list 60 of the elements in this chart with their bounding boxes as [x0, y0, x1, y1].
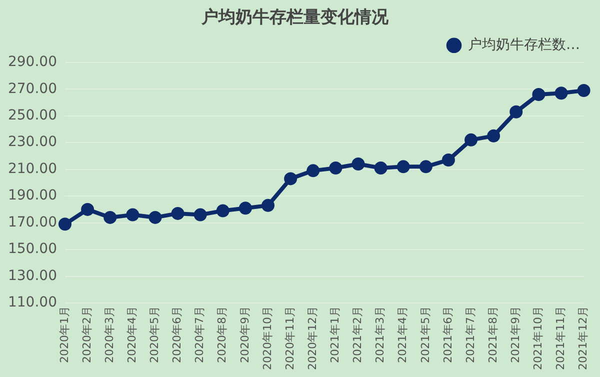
y-tick-label: 150.00 [8, 241, 57, 258]
y-tick-label: 290.00 [8, 54, 57, 70]
y-tick-label: 190.00 [8, 188, 57, 204]
x-tick-label: 2020年3月 [102, 306, 116, 364]
point [284, 172, 298, 186]
x-tick-label: 2020年2月 [80, 306, 94, 364]
point [238, 202, 252, 215]
y-tick-label: 210.00 [8, 160, 57, 177]
point [442, 153, 455, 166]
point [329, 162, 342, 174]
y-tick-label: 170.00 [8, 214, 57, 230]
point [148, 210, 162, 224]
y-tick-label: 110.00 [8, 294, 57, 311]
point [194, 208, 207, 222]
x-tick-label: 2021年1月 [328, 306, 342, 364]
point [374, 162, 388, 174]
point [126, 208, 140, 222]
chart-title: 户均奶牛存栏量变化情况 [200, 8, 390, 28]
point [171, 206, 184, 220]
x-tick-label: 2021年4月 [396, 306, 410, 364]
x-tick-label: 2020年11月 [283, 306, 296, 370]
x-tick-label: 2020年4月 [126, 306, 139, 364]
x-tick-label: 2020年8月 [216, 306, 229, 364]
point [487, 129, 500, 142]
point [464, 133, 478, 146]
point [58, 218, 72, 231]
point [306, 164, 320, 178]
x-tick-label: 2020年5月 [148, 306, 162, 364]
x-tick-label: 2020年10月 [260, 306, 274, 370]
x-tick-label: 2020年6月 [170, 306, 184, 364]
x-tick-label: 2020年12月 [306, 306, 319, 370]
point [396, 160, 410, 174]
point [554, 86, 568, 100]
x-tick-label: 2021年9月 [508, 306, 522, 364]
x-tick-label: 2021年6月 [441, 306, 454, 364]
point [81, 202, 94, 216]
x-tick-label: 2020年1月 [58, 306, 71, 364]
y-tick-label: 130.00 [8, 268, 57, 284]
y-tick-label: 230.00 [8, 134, 57, 150]
x-tick-label: 2021年7月 [464, 306, 477, 364]
point [262, 198, 274, 212]
point [510, 105, 523, 118]
x-tick-label: 2021年2月 [351, 306, 364, 364]
x-tick-label: 2020年9月 [238, 306, 252, 364]
x-tick-label: 2021年8月 [486, 306, 500, 364]
point [419, 160, 432, 174]
x-tick-label: 2021年3月 [374, 306, 387, 364]
x-tick-label: 2021年5月 [418, 306, 432, 364]
point [577, 84, 590, 97]
x-tick-label: 2021年10月 [532, 306, 545, 370]
point [216, 204, 230, 218]
x-tick-label: 2021年11月 [554, 306, 568, 370]
legend-label: 户均奶牛存栏数… [468, 37, 580, 54]
x-tick-label: 2021年12月 [576, 306, 590, 370]
y-tick-label: 270.00 [8, 80, 57, 97]
y-tick-label: 250.00 [8, 108, 57, 124]
point [104, 210, 117, 224]
point [352, 157, 365, 170]
point [532, 88, 546, 101]
x-tick-label: 2020年7月 [193, 306, 206, 364]
